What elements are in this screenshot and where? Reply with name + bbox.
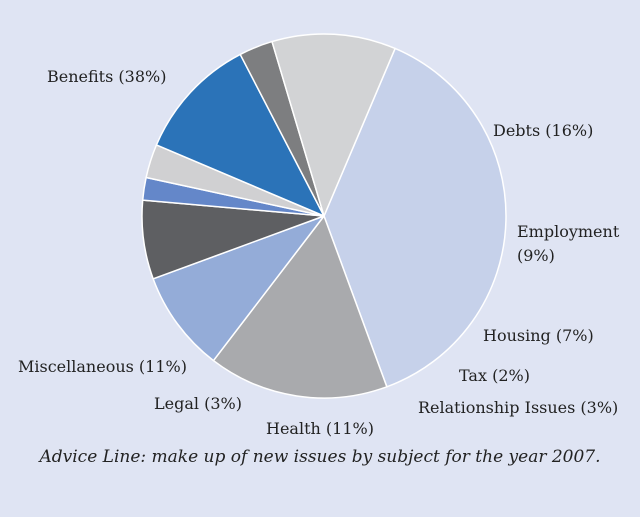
slice-label-benefits: Benefits (38%) <box>47 67 166 86</box>
chart-caption: Advice Line: make up of new issues by su… <box>39 447 601 467</box>
pie-slice-health <box>155 53 325 217</box>
pie-slice-miscellaneous <box>271 33 396 217</box>
slice-label-housing: Housing (7%) <box>483 326 594 345</box>
slice-label-employment: Employment (9%) <box>517 222 620 265</box>
slice-label-legal: Legal (3%) <box>154 394 242 413</box>
slice-label-health: Health (11%) <box>266 419 374 438</box>
pie-slice-debts <box>212 215 388 399</box>
pie-slice-benefits <box>323 47 507 388</box>
slice-label-miscellaneous: Miscellaneous (11%) <box>18 357 187 376</box>
slice-label-relationship-issues: Relationship Issues (3%) <box>418 398 618 417</box>
slice-label-debts: Debts (16%) <box>493 121 593 140</box>
slice-label-tax: Tax (2%) <box>459 366 530 385</box>
pie-slice-employment <box>152 215 325 362</box>
